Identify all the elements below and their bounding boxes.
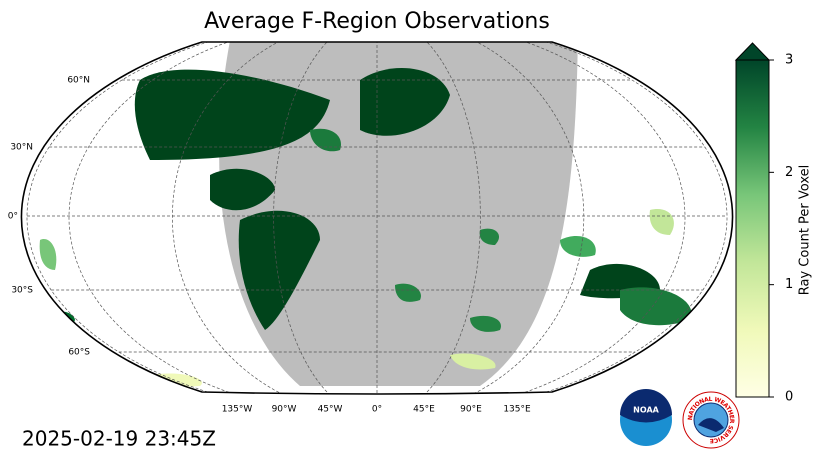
meridian [437, 42, 728, 394]
colorbar [735, 59, 770, 398]
colorbar-extend [734, 42, 771, 61]
lon-label: 45°E [413, 405, 435, 415]
noaa-text: NOAA [633, 406, 659, 415]
lat-label: 60°S [68, 348, 90, 358]
lon-label: 90°E [460, 405, 482, 415]
colorbar-tick-label: 0 [785, 390, 793, 405]
observations [39, 68, 692, 387]
lon-label: 45°W [318, 405, 343, 415]
lon-label: 135°W [222, 405, 253, 415]
colorbar-tick-label: 1 [785, 277, 793, 292]
lon-label: 135°E [503, 405, 531, 415]
lat-label: 0° [8, 212, 18, 222]
nws-logo: NATIONAL WEATHER SERVICE [682, 391, 740, 449]
timestamp: 2025-02-19 23:45Z [22, 427, 216, 451]
map-frame [20, 41, 734, 395]
lat-label: 60°N [67, 76, 90, 86]
title: Average F-Region Observations [204, 9, 550, 34]
meridian [412, 42, 585, 394]
lon-label: 0° [372, 405, 382, 415]
lat-label: 30°S [11, 286, 33, 296]
lat-label: 30°N [10, 143, 33, 153]
meridian [26, 42, 317, 394]
colorbar-tick-label: 3 [785, 53, 793, 68]
colorbar-tick-label: 2 [785, 165, 793, 180]
lon-label: 90°W [272, 405, 297, 415]
noaa-logo: NOAA [620, 389, 672, 446]
meridian [172, 42, 342, 394]
colorbar-label: Ray Count Per Voxel [798, 165, 813, 295]
